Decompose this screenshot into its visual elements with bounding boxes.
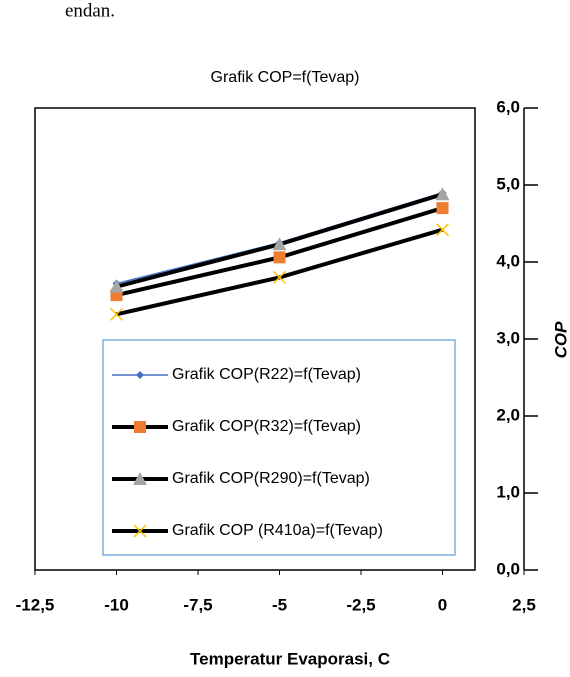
x-tick-label: -10: [104, 595, 129, 614]
y-tick-label: 5,0: [496, 174, 520, 193]
legend-label: Grafik COP(R32)=f(Tevap): [172, 418, 361, 435]
marker: [272, 270, 287, 284]
x-tick-label: -5: [272, 595, 287, 614]
chart-title: Grafik COP=f(Tevap): [211, 69, 360, 86]
marker: [134, 421, 146, 433]
marker: [133, 524, 147, 538]
marker: [436, 202, 449, 215]
y-tick-label: 4,0: [496, 251, 520, 270]
marker: [273, 251, 286, 264]
y-tick-label: 1,0: [496, 482, 520, 501]
marker: [272, 237, 287, 251]
y-tick-label: 3,0: [496, 328, 520, 347]
y-tick-label: 2,0: [496, 405, 520, 424]
y-tick-label: 0,0: [496, 559, 520, 578]
x-axis-label: Temperatur Evaporasi, C: [190, 649, 390, 668]
x-tick-label: -12,5: [16, 595, 55, 614]
plot-frame: [34, 107, 476, 571]
marker: [133, 472, 147, 485]
marker: [435, 187, 450, 201]
header-text: endan.: [65, 0, 115, 21]
legend-label: Grafik COP(R290)=f(Tevap): [172, 470, 370, 487]
marker: [109, 307, 124, 321]
y-axis-label: COP: [551, 321, 570, 359]
x-tick-label: 0: [438, 595, 447, 614]
legend-label: Grafik COP (R410a)=f(Tevap): [172, 522, 383, 539]
legend-label: Grafik COP(R22)=f(Tevap): [172, 366, 361, 383]
x-tick-label: -7,5: [183, 595, 212, 614]
x-tick-label: 2,5: [512, 595, 536, 614]
y-tick-label: 6,0: [496, 97, 520, 116]
legend-box: [102, 339, 456, 556]
marker: [109, 279, 124, 293]
marker: [435, 223, 450, 237]
marker: [136, 371, 144, 379]
x-tick-label: -2,5: [346, 595, 375, 614]
